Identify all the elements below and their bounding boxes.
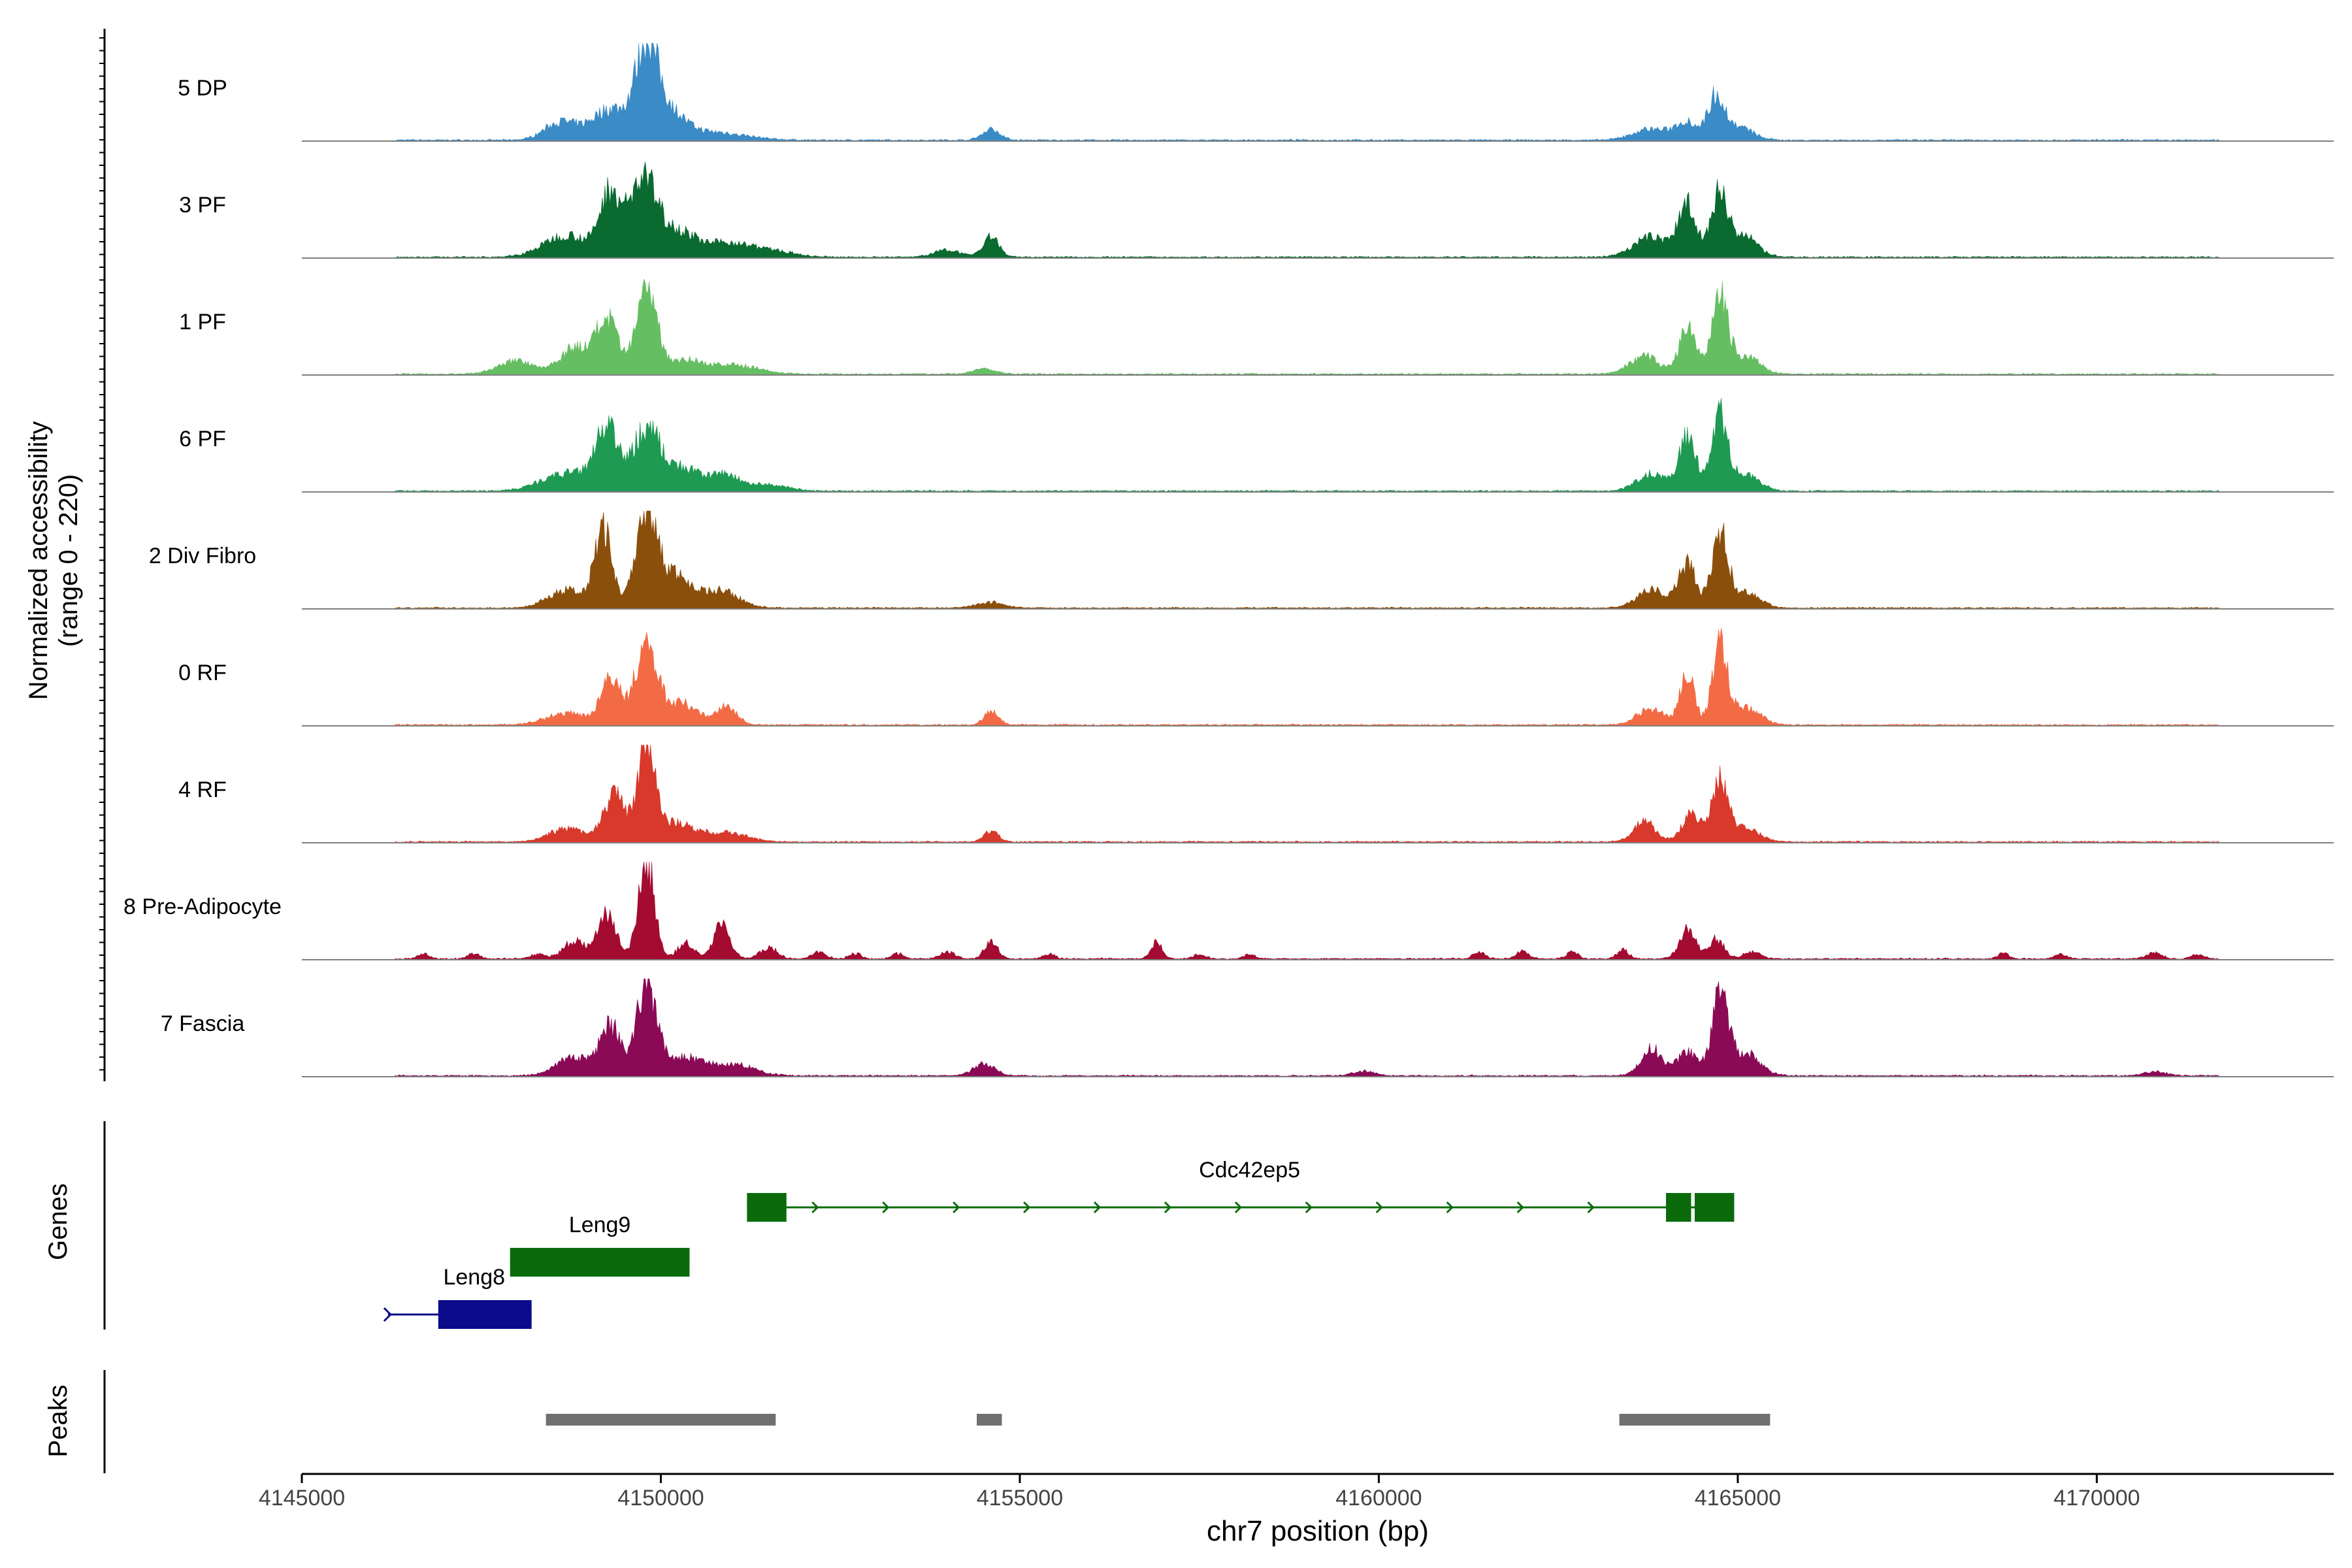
coverage-area — [395, 627, 2219, 727]
track-0-rf: 0 RF — [178, 627, 2334, 727]
strand-arrow-icon — [882, 1201, 890, 1214]
gene-label: Leng8 — [443, 1265, 505, 1290]
strand-arrow-icon — [811, 1201, 819, 1214]
gene-leng9: Leng9 — [510, 1213, 690, 1277]
x-tick-label: 4150000 — [617, 1486, 704, 1511]
gene-exon — [747, 1193, 787, 1222]
coverage-area — [395, 510, 2219, 610]
strand-arrow-icon — [1587, 1201, 1595, 1214]
track-label: 6 PF — [179, 427, 226, 451]
strand-arrow-icon — [1023, 1201, 1031, 1214]
track-1-pf: 1 PF — [179, 278, 2334, 376]
track-4-rf: 4 RF — [178, 744, 2334, 843]
coverage-panel: 5 DP 3 PF 1 PF 6 PF 2 Div Fibro 0 RF 4 RF 8 Pre… — [99, 29, 2334, 1081]
gene-label: Cdc42ep5 — [1199, 1158, 1300, 1183]
gene-leng8: Leng8 — [383, 1265, 532, 1329]
strand-arrow-icon — [1516, 1201, 1524, 1214]
track-label: 0 RF — [178, 661, 227, 685]
x-tick-label: 4160000 — [1335, 1486, 1422, 1511]
track-label: 7 Fascia — [161, 1011, 245, 1036]
track-label: 3 PF — [179, 193, 226, 218]
peak-region — [1619, 1414, 1771, 1426]
gene-cdc42ep5: Cdc42ep5 — [747, 1158, 1735, 1222]
gene-exon — [510, 1248, 690, 1277]
track-6-pf: 6 PF — [179, 398, 2334, 493]
track-label: 5 DP — [178, 76, 227, 101]
y-axis-label-line1: Normalized accessibility — [24, 421, 53, 700]
peaks-panel — [103, 1370, 1771, 1473]
track-2-div-fibro: 2 Div Fibro — [149, 510, 2334, 610]
track-3-pf: 3 PF — [179, 161, 2334, 259]
track-5-dp: 5 DP — [178, 42, 2334, 142]
x-tick-label: 4145000 — [259, 1486, 345, 1511]
coverage-area — [395, 161, 2219, 259]
gene-start-icon — [383, 1307, 392, 1322]
coverage-area — [395, 978, 2219, 1077]
track-label: 1 PF — [179, 310, 226, 335]
genes-panel: Cdc42ep5 Leng9 Leng8 — [103, 1121, 1735, 1330]
track-label: 2 Div Fibro — [149, 544, 256, 568]
track-label: 4 RF — [178, 777, 227, 802]
gene-label: Leng9 — [569, 1213, 631, 1237]
peak-region — [977, 1414, 1002, 1426]
strand-arrow-icon — [1375, 1201, 1383, 1214]
y-axis-label-line2: (range 0 - 220) — [54, 474, 83, 647]
coverage-area — [395, 398, 2219, 493]
gene-exon — [1694, 1193, 1735, 1222]
strand-arrow-icon — [1305, 1201, 1313, 1214]
x-tick-label: 4165000 — [1695, 1486, 1781, 1511]
coverage-area — [395, 278, 2219, 376]
x-axis: 4145000 4150000 4155000 4160000 4165000 41700… — [259, 1473, 2334, 1511]
x-tick-label: 4155000 — [977, 1486, 1063, 1511]
x-tick-label: 4170000 — [2053, 1486, 2140, 1511]
track-7-fascia: 7 Fascia — [161, 978, 2334, 1077]
strand-arrow-icon — [1234, 1201, 1242, 1214]
genes-panel-label: Genes — [44, 1183, 73, 1260]
coverage-area — [395, 42, 2219, 142]
gene-exon — [438, 1300, 532, 1329]
coverage-area — [395, 861, 2219, 960]
track-8-pre-adipocyte: 8 Pre-Adipocyte — [123, 861, 2334, 960]
x-axis-title: chr7 position (bp) — [1207, 1515, 1429, 1547]
strand-arrow-icon — [953, 1201, 960, 1214]
peaks-panel-label: Peaks — [44, 1384, 73, 1457]
gene-exon — [1665, 1193, 1691, 1222]
strand-arrow-icon — [1164, 1201, 1172, 1214]
coverage-area — [395, 744, 2219, 843]
strand-arrow-icon — [1446, 1201, 1454, 1214]
track-label: 8 Pre-Adipocyte — [123, 894, 282, 919]
strand-arrow-icon — [1093, 1201, 1102, 1214]
peak-region — [546, 1414, 776, 1426]
